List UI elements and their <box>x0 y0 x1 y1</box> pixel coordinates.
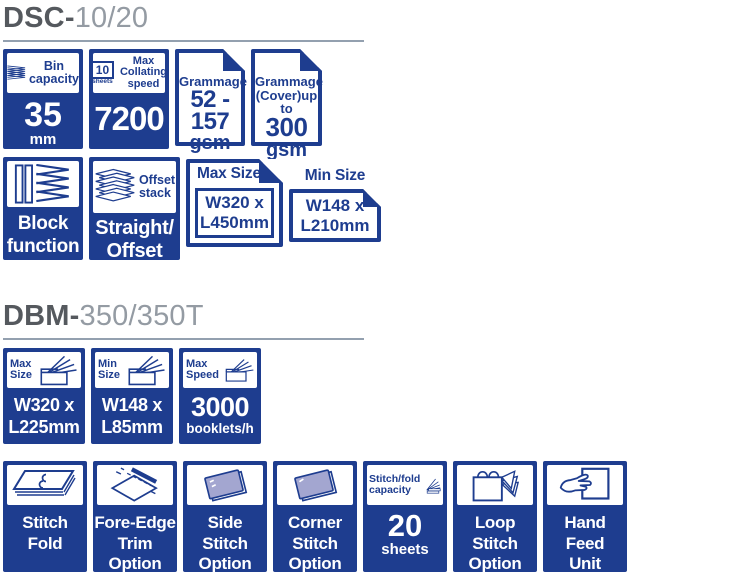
badge-straight-offset: Offset stack Straight/ Offset <box>89 157 180 262</box>
folded-page-icon <box>223 49 245 71</box>
dbm-model-number: 350/350T <box>79 300 204 332</box>
badge-block-function: Block function <box>3 157 83 260</box>
dbm-min-size-label: Min Size <box>98 358 121 381</box>
offset-stack-icon <box>95 168 135 202</box>
section-divider <box>3 40 364 42</box>
min-size-value-box: W148 x L210mm <box>289 189 381 242</box>
dbm-max-size-value: W320 x L225mm <box>8 395 80 437</box>
dsc-badge-row-1: Bin capacity 35 mm 10 sheets Max Collati… <box>3 49 751 160</box>
stitch-fold-icon-box <box>7 465 83 505</box>
dsc-model-number: 10/20 <box>74 2 149 34</box>
dsc-model-name: DSC- <box>3 2 75 34</box>
collating-speed-icon-box: 10 sheets Max Collating speed <box>93 53 165 93</box>
max-size-title: Max Size <box>197 165 261 182</box>
booklet-fan-icon <box>128 355 165 386</box>
bin-capacity-unit: mm <box>29 131 57 148</box>
stitch-fold-capacity-value: 20 <box>387 508 423 543</box>
offset-stack-label: Offset stack <box>138 172 176 200</box>
dbm-model-name: DBM- <box>3 300 80 332</box>
dsc-section-title: DSC-10/20 <box>3 2 751 35</box>
grammage-value-line2: 157 <box>190 107 230 135</box>
loop-stitch-booklet-icon <box>472 470 520 502</box>
straight-offset-icon-box: Offset stack <box>93 161 176 213</box>
bin-capacity-value: 35 <box>24 96 62 134</box>
dbm-badge-row-1: Max Size W320 x L225mm Min Size <box>3 348 751 444</box>
stitched-sheets-icon <box>12 470 76 496</box>
block-function-icon-box <box>7 161 79 207</box>
grammage-value-line1: 52 - <box>190 85 230 113</box>
stitch-fold-capacity-icon-box: Stitch/fold capacity <box>367 465 443 505</box>
badge-max-speed: Max Speed 3000 booklets/h <box>179 348 261 444</box>
grammage-cover-unit: gsm <box>265 138 308 161</box>
stitch-fold-capacity-unit: sheets <box>381 541 429 558</box>
min-size-title: Min Size <box>304 167 366 184</box>
dbm-min-size-value: W148 x L85mm <box>101 395 163 437</box>
corner-stitch-label: Corner Stitch Option <box>288 513 342 574</box>
dbm-max-size-label: Max Size <box>10 358 33 381</box>
folded-page-icon <box>363 189 381 207</box>
corner-stitch-booklet-icon <box>294 469 338 502</box>
dsc-badge-row-2: Block function Offset stack Straight/ <box>3 157 751 262</box>
dbm-max-size-icon-box: Max Size <box>7 352 81 388</box>
straight-offset-label: Straight/ Offset <box>95 217 174 262</box>
block-stack-icon <box>14 164 69 204</box>
badge-grammage-cover: Grammage (Cover)up to 300 gsm <box>251 49 323 160</box>
collating-speed-label: Max Collating speed <box>119 55 165 90</box>
badge-max-size-dsc: Max Size W320 x L450mm <box>186 159 283 247</box>
paper-stack-icon <box>7 65 26 80</box>
dbm-min-size-icon-box: Min Size <box>95 352 169 388</box>
folded-page-icon <box>300 49 322 71</box>
stitch-fold-capacity-label: Stitch/fold capacity <box>369 473 421 496</box>
sheet-fan-icon <box>426 478 441 494</box>
section-divider <box>3 338 364 340</box>
max-size-value-box: W320 x L450mm <box>195 188 274 238</box>
badge-hand-feed: Hand Feed Unit <box>543 461 627 574</box>
max-speed-unit: booklets/h <box>186 421 254 436</box>
badge-loop-stitch: Loop Stitch Option <box>453 461 537 574</box>
badge-grammage: Grammage 52 - 157 gsm <box>175 49 247 153</box>
booklet-fan-icon <box>40 355 77 386</box>
bin-capacity-icon-box: Bin capacity <box>7 53 79 93</box>
fore-edge-trim-icon-box <box>97 465 173 505</box>
grammage-cover-value: 300 <box>265 111 308 142</box>
side-stitch-booklet-icon <box>204 469 248 502</box>
block-function-label: Block function <box>6 213 80 257</box>
dbm-section-title: DBM-350/350T <box>3 300 751 333</box>
badge-side-stitch: Side Stitch Option <box>183 461 267 574</box>
dbm-badge-row-2: Stitch Fold Fore-Edge Trim Option <box>3 461 751 574</box>
badge-min-size-dsc: Min Size W148 x L210mm <box>289 167 381 242</box>
badge-min-size-dbm: Min Size W148 x L85mm <box>91 348 173 444</box>
badge-bin-capacity: Bin capacity 35 mm <box>3 49 83 149</box>
loop-stitch-icon-box <box>457 465 533 505</box>
grammage-cover-label-line2: (Cover)up to <box>255 87 318 117</box>
grammage-cover-label-line1: Grammage <box>255 74 323 89</box>
badge-stitch-fold-capacity: Stitch/fold capacity 20 sheets <box>363 461 447 572</box>
hand-feed-icon-box <box>547 465 623 505</box>
max-speed-label: Max Speed <box>186 358 220 381</box>
grammage-unit: gsm <box>189 131 231 154</box>
side-stitch-icon-box <box>187 465 263 505</box>
side-stitch-label: Side Stitch Option <box>198 513 252 574</box>
collating-speed-value: 7200 <box>94 100 164 137</box>
loop-stitch-label: Loop Stitch Option <box>468 513 522 574</box>
max-speed-value: 3000 <box>190 392 250 422</box>
badge-max-size-dbm: Max Size W320 x L225mm <box>3 348 85 444</box>
grammage-label: Grammage <box>179 74 247 89</box>
badge-collating-speed: 10 sheets Max Collating speed 7200 <box>89 49 169 149</box>
badge-stitch-fold: Stitch Fold <box>3 461 87 572</box>
corner-stitch-icon-box <box>277 465 353 505</box>
max-speed-icon-box: Max Speed <box>183 352 257 388</box>
trim-blade-icon <box>110 467 158 502</box>
hand-feed-label: Hand Feed Unit <box>564 513 606 574</box>
stitch-fold-label: Stitch Fold <box>22 513 68 553</box>
booklet-fan-icon <box>225 359 254 382</box>
badge-corner-stitch: Corner Stitch Option <box>273 461 357 574</box>
sheet-count-icon: 10 sheets <box>93 60 114 86</box>
hand-feed-icon <box>559 467 610 500</box>
bin-capacity-label: Bin capacity <box>28 58 79 86</box>
badge-fore-edge-trim: Fore-Edge Trim Option <box>93 461 177 574</box>
folded-page-icon <box>259 159 283 183</box>
fore-edge-trim-label: Fore-Edge Trim Option <box>94 513 176 574</box>
